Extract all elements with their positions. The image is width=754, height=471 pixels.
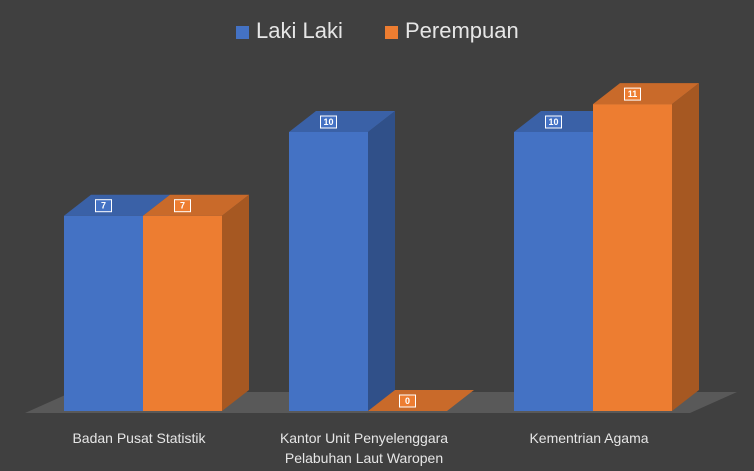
bar-front [289, 132, 368, 411]
bar-front [64, 215, 143, 411]
bar [289, 111, 395, 411]
bar-top [593, 83, 699, 105]
bar-side [368, 111, 395, 411]
bar [593, 83, 699, 411]
data-label-box [174, 199, 191, 213]
bar-side [672, 83, 699, 411]
legend-label: Perempuan [405, 18, 519, 43]
data-label: 10 [323, 117, 333, 127]
data-label-box [320, 115, 337, 129]
data-label-box [399, 394, 416, 408]
legend-label: Laki Laki [256, 18, 343, 43]
bar-front [143, 215, 222, 411]
data-label: 7 [101, 201, 106, 211]
bar-top [289, 111, 395, 132]
data-label: 10 [548, 117, 558, 127]
data-label-box [545, 115, 562, 129]
data-label: 0 [405, 396, 410, 406]
x-tick-label: Kantor Unit Penyelenggara Pelabuhan Laut… [279, 430, 449, 466]
bar-top [143, 194, 249, 216]
bar [143, 194, 249, 411]
x-tick-label: Kementrian Agama [529, 430, 649, 446]
legend-swatch [385, 26, 398, 39]
bar-side [222, 194, 249, 411]
data-label: 7 [180, 201, 185, 211]
legend-swatch [236, 26, 249, 39]
x-tick-label: Badan Pusat Statistik [72, 430, 206, 446]
bar-top [64, 194, 170, 216]
bar-front [514, 132, 593, 411]
data-label-box [624, 87, 641, 101]
bar-front [593, 104, 672, 411]
bar-top [368, 390, 474, 411]
data-label: 11 [628, 89, 638, 99]
bar [368, 390, 474, 411]
data-label-box [95, 199, 112, 213]
